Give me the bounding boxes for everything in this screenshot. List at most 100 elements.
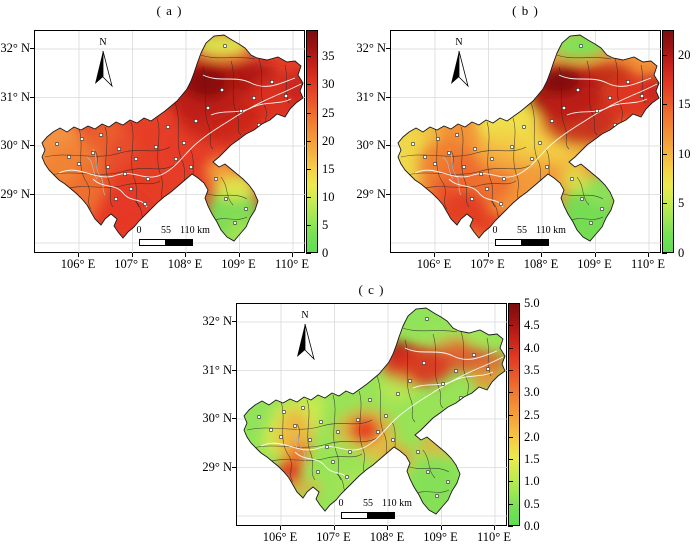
county-seat-marker: [233, 221, 238, 226]
county-seat-marker: [455, 133, 460, 138]
county-seat-marker: [230, 153, 235, 158]
heat-blob: [644, 73, 659, 105]
colorbar-tick-label: 30: [322, 77, 335, 91]
county-seat-marker: [146, 177, 151, 182]
county-seat-marker: [432, 162, 437, 167]
river-line: [202, 74, 296, 87]
heat-blob: [207, 159, 235, 183]
y-axis-tick-label: 29° N: [0, 186, 30, 201]
county-seat-marker: [579, 44, 584, 49]
y-axis-tick: [30, 145, 34, 146]
colorbar-tick-label: 4.0: [524, 341, 540, 355]
x-axis-tick-label: 110° E: [476, 530, 512, 544]
river-line: [404, 347, 498, 360]
district-boundary: [202, 66, 214, 150]
colorbar-tick: [508, 370, 513, 371]
x-axis-tick: [333, 526, 335, 530]
county-seat-marker: [154, 145, 159, 150]
county-seat-marker: [570, 177, 575, 182]
x-axis-tick: [440, 526, 442, 530]
district-boundary: [266, 453, 363, 463]
x-axis-tick-label: 107° E: [114, 257, 149, 271]
x-axis-tick: [292, 253, 293, 257]
map-plot: N 0 55 110 km: [390, 30, 662, 254]
colorbar-tick: [508, 303, 513, 304]
county-seat-marker: [220, 87, 225, 92]
county-seat-marker: [189, 165, 194, 170]
scale-bar-segment-white: [495, 239, 522, 246]
county-seat-marker: [626, 79, 631, 84]
colorbar-tick: [662, 154, 667, 155]
county-seat-marker: [214, 177, 219, 182]
district-boundary: [406, 164, 532, 176]
x-axis-tick-label: 110° E: [274, 257, 310, 271]
colorbar-tick: [662, 55, 667, 56]
river-line: [566, 98, 648, 116]
county-seat-marker: [422, 155, 427, 160]
district-boundary: [44, 146, 171, 158]
urban-boundary-line: [442, 156, 454, 180]
scale-bar-label-110km: 110 km: [536, 225, 566, 236]
county-seat-marker: [562, 106, 567, 111]
x-axis-tick: [594, 253, 596, 257]
district-boundary: [78, 128, 92, 210]
north-arrow: N: [447, 37, 471, 93]
colorbar-tick: [306, 84, 311, 85]
district-boundary: [432, 333, 444, 409]
county-seat-marker: [586, 153, 591, 158]
panel-c: ( c ) N 0 55 110 km 106° E 107° E 108° E 109° E 1…: [202, 273, 562, 550]
x-axis-tick-label: 109° E: [577, 257, 612, 271]
colorbar-tick-label: 3.0: [524, 385, 540, 399]
county-seat-marker: [166, 125, 171, 130]
y-axis-tick-label: 29° N: [202, 459, 232, 474]
y-axis-tick: [386, 48, 390, 49]
x-axis-tick: [494, 526, 495, 530]
y-axis-tick: [386, 96, 390, 98]
map-svg: [35, 31, 306, 254]
colorbar-tick-label: 1.0: [524, 474, 540, 488]
county-seat-marker: [356, 418, 361, 423]
river-line: [412, 371, 494, 389]
scale-bar-label-55: 55: [363, 498, 373, 509]
county-seat-marker: [490, 157, 495, 162]
county-seat-marker: [416, 450, 421, 455]
x-axis-tick-label: 108° E: [523, 257, 559, 271]
county-seat-marker: [224, 197, 229, 202]
county-seat-marker: [123, 172, 128, 177]
river-line: [260, 356, 504, 451]
county-seat-marker: [640, 93, 645, 98]
y-axis-tick: [232, 321, 236, 322]
district-boundary: [204, 192, 248, 200]
scale-bar-label-55: 55: [517, 225, 527, 236]
heat-surface: [42, 35, 303, 241]
county-seat-marker: [446, 151, 451, 156]
county-seat-marker: [278, 435, 283, 440]
county-seat-marker: [182, 141, 187, 146]
colorbar-tick: [508, 459, 513, 460]
county-seat-marker: [391, 438, 396, 443]
x-axis-tick: [434, 253, 435, 257]
county-seat-marker: [396, 392, 401, 397]
colorbar-tick: [662, 104, 667, 105]
county-seat-marker: [432, 426, 437, 431]
county-seat-marker: [522, 125, 527, 130]
district-boundary: [560, 192, 604, 200]
county-seat-marker: [281, 410, 286, 415]
urban-boundary-line: [288, 429, 300, 453]
county-seat-marker: [244, 207, 249, 212]
y-axis-tick-label: 31° N: [356, 89, 386, 104]
county-seat-marker: [486, 366, 491, 371]
x-axis-tick-label: 106° E: [262, 530, 298, 544]
panel-title: ( a ): [156, 3, 183, 18]
heat-blob: [476, 131, 526, 171]
county-seat-marker: [256, 415, 261, 420]
district-boundary: [220, 176, 234, 206]
x-axis-tick-label: 107° E: [316, 530, 351, 544]
x-axis-tick-label: 109° E: [423, 530, 458, 544]
county-seat-marker: [608, 96, 613, 101]
county-seat-marker: [384, 414, 389, 419]
district-boundary: [402, 327, 458, 333]
district-boundary: [512, 117, 520, 202]
colorbar-tick-label: 4.5: [524, 318, 540, 332]
